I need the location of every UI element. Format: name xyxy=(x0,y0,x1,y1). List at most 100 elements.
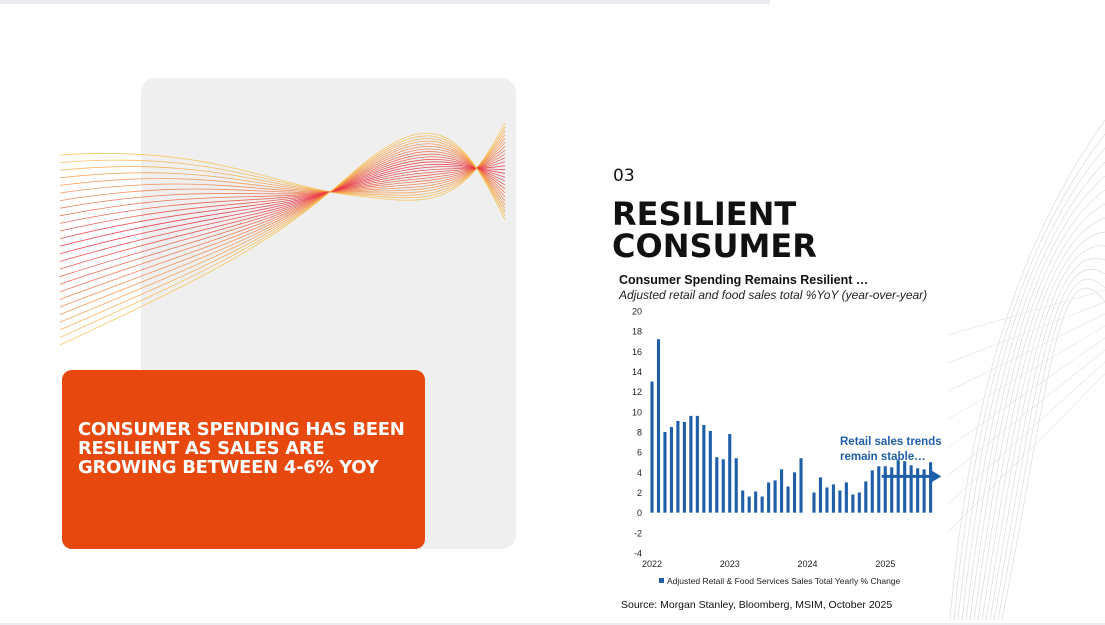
x-tick-label: 2024 xyxy=(798,559,818,569)
bar xyxy=(682,421,686,513)
wave-line xyxy=(60,133,506,346)
bar xyxy=(857,492,861,513)
x-tick-label: 2023 xyxy=(720,559,740,569)
bar xyxy=(708,430,712,513)
bar xyxy=(734,458,738,513)
background-line xyxy=(953,133,1105,620)
bar xyxy=(909,465,913,513)
bar xyxy=(656,339,661,513)
wave-line xyxy=(60,122,506,201)
background-line xyxy=(930,373,1105,551)
background-lines-decoration xyxy=(930,119,1105,620)
wave-line xyxy=(60,140,506,323)
trend-arrow-head xyxy=(931,470,942,483)
bar xyxy=(695,415,699,513)
bar xyxy=(792,472,797,513)
background-line xyxy=(985,245,1105,620)
y-tick-label: 0 xyxy=(637,508,642,518)
background-line xyxy=(981,231,1105,620)
background-line xyxy=(949,119,1105,620)
wave-decoration xyxy=(60,122,506,346)
page-title: RESILIENT CONSUMER xyxy=(612,198,817,262)
background-line xyxy=(930,337,1105,461)
bar xyxy=(883,466,887,513)
background-line xyxy=(930,349,1105,491)
bar xyxy=(780,469,784,513)
bar xyxy=(922,469,926,513)
y-tick-label: 12 xyxy=(632,387,642,397)
bar xyxy=(676,420,680,513)
y-tick-label: 20 xyxy=(632,307,642,317)
bar xyxy=(773,480,777,513)
page-title-line2: CONSUMER xyxy=(612,227,817,265)
bar xyxy=(786,486,790,513)
bar xyxy=(864,481,868,513)
bar xyxy=(702,424,706,513)
bar xyxy=(760,496,764,513)
wave-line xyxy=(60,145,506,308)
bar xyxy=(877,466,881,513)
bar xyxy=(851,494,855,513)
bar xyxy=(825,487,829,513)
callout-text: CONSUMER SPENDING HAS BEEN RESILIENT AS … xyxy=(78,419,405,478)
background-line xyxy=(961,161,1105,620)
background-line xyxy=(930,313,1105,401)
bar xyxy=(799,458,803,513)
background-line xyxy=(930,361,1105,521)
bar xyxy=(721,459,725,513)
wave-line xyxy=(60,148,506,300)
x-tick-label: 2022 xyxy=(642,559,662,569)
bar xyxy=(747,496,751,513)
bar xyxy=(831,484,835,513)
background-line xyxy=(997,278,1105,620)
y-tick-label: 10 xyxy=(632,407,642,417)
bar xyxy=(689,415,693,513)
bar xyxy=(916,468,920,513)
bar xyxy=(650,381,654,513)
annotation-line2: remain stable… xyxy=(840,451,926,463)
wave-line xyxy=(60,126,506,199)
y-tick-label: 8 xyxy=(637,428,642,438)
background-line xyxy=(1001,287,1105,620)
bar xyxy=(669,426,673,513)
bar xyxy=(818,477,823,513)
page-title-line1: RESILIENT xyxy=(612,195,797,233)
bar xyxy=(728,434,732,513)
wave-line xyxy=(60,153,506,285)
background-line xyxy=(977,217,1105,620)
bar xyxy=(929,462,933,513)
chart-subtitle: Adjusted retail and food sales total %Yo… xyxy=(619,288,928,302)
source-note: Source: Morgan Stanley, Bloomberg, MSIM,… xyxy=(621,599,893,611)
y-tick-label: 2 xyxy=(637,488,642,498)
background-line xyxy=(930,289,1105,341)
bar xyxy=(663,432,667,513)
bar xyxy=(870,470,874,513)
top-divider xyxy=(0,0,770,4)
section-number: 03 xyxy=(613,166,635,186)
y-tick-label: 14 xyxy=(632,367,642,377)
callout-card: CONSUMER SPENDING HAS BEEN RESILIENT AS … xyxy=(62,370,425,549)
background-line xyxy=(969,189,1105,620)
y-tick-label: -4 xyxy=(634,549,642,559)
x-tick-label: 2025 xyxy=(875,559,895,569)
y-tick-label: 18 xyxy=(632,327,642,337)
wave-line xyxy=(60,157,506,224)
bar xyxy=(838,490,842,513)
background-line xyxy=(957,147,1105,620)
bar xyxy=(903,461,907,513)
bar xyxy=(767,482,771,513)
chart-title: Consumer Spending Remains Resilient … xyxy=(619,273,869,287)
bar xyxy=(890,467,894,513)
y-tick-label: 6 xyxy=(637,448,642,458)
background-line xyxy=(993,268,1105,620)
background-line xyxy=(930,301,1105,371)
y-tick-label: 16 xyxy=(632,347,642,357)
bar xyxy=(741,490,745,513)
bottom-divider xyxy=(0,623,1105,625)
y-tick-label: 4 xyxy=(637,468,642,478)
legend-swatch xyxy=(659,578,664,583)
bar xyxy=(844,482,848,513)
bar xyxy=(754,491,758,513)
background-line xyxy=(930,325,1105,431)
